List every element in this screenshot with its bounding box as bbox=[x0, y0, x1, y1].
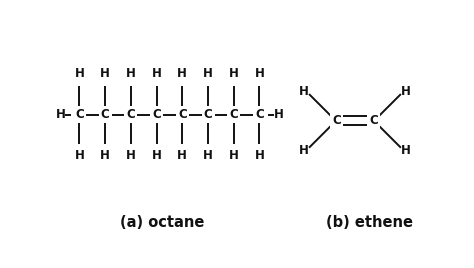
Text: H: H bbox=[55, 108, 65, 121]
Text: C: C bbox=[178, 108, 187, 121]
Text: C: C bbox=[204, 108, 212, 121]
Text: H: H bbox=[177, 67, 187, 80]
Text: C: C bbox=[229, 108, 238, 121]
Text: H: H bbox=[100, 67, 110, 80]
Text: C: C bbox=[101, 108, 109, 121]
Text: H: H bbox=[152, 67, 162, 80]
Text: H: H bbox=[203, 67, 213, 80]
Text: (a) octane: (a) octane bbox=[120, 214, 204, 229]
Text: H: H bbox=[74, 67, 84, 80]
Text: H: H bbox=[255, 67, 264, 80]
Text: C: C bbox=[127, 108, 135, 121]
Text: H: H bbox=[203, 150, 213, 162]
Text: C: C bbox=[255, 108, 264, 121]
Text: H: H bbox=[300, 85, 309, 98]
Text: H: H bbox=[74, 150, 84, 162]
Text: H: H bbox=[401, 144, 410, 157]
Text: H: H bbox=[152, 150, 162, 162]
Text: C: C bbox=[152, 108, 161, 121]
Text: H: H bbox=[100, 150, 110, 162]
Text: H: H bbox=[401, 85, 410, 98]
Text: H: H bbox=[300, 144, 309, 157]
Text: H: H bbox=[126, 67, 136, 80]
Text: C: C bbox=[332, 114, 341, 127]
Text: H: H bbox=[177, 150, 187, 162]
Text: H: H bbox=[229, 67, 239, 80]
Text: C: C bbox=[369, 114, 378, 127]
Text: H: H bbox=[273, 108, 283, 121]
Text: H: H bbox=[126, 150, 136, 162]
Text: H: H bbox=[255, 150, 264, 162]
Text: (b) ethene: (b) ethene bbox=[326, 214, 413, 229]
Text: H: H bbox=[229, 150, 239, 162]
Text: C: C bbox=[75, 108, 84, 121]
